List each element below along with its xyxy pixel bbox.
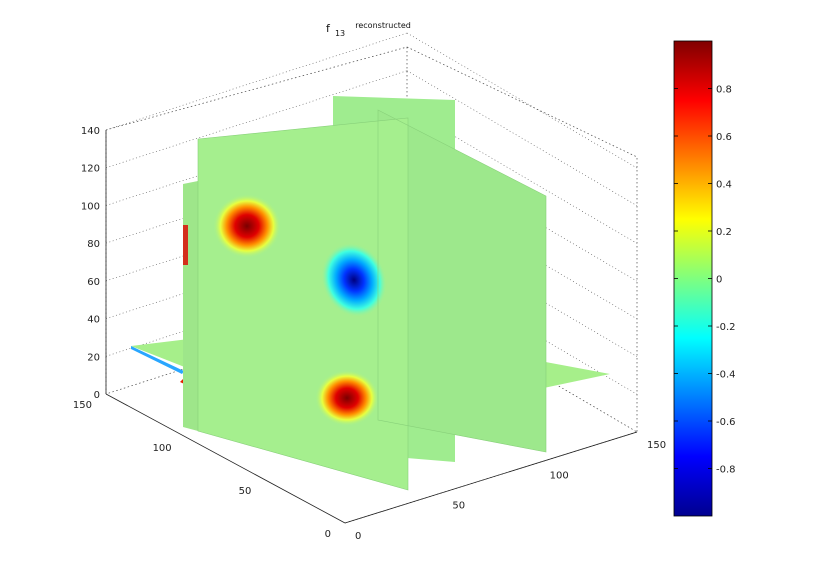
- floor-axes: [105, 130, 638, 524]
- z-tick-label: 60: [87, 277, 100, 288]
- colorbar-tick-label: 0.2: [716, 227, 732, 238]
- y-slice-plane-right: [378, 110, 546, 452]
- x-slice-plane-front: [183, 181, 198, 431]
- colorbar-tick-label: 0.8: [716, 85, 732, 96]
- colorbar-tick-label: -0.4: [716, 370, 736, 381]
- z-tick-label: 80: [87, 239, 100, 250]
- colorbar-tick-label: 0: [716, 275, 722, 286]
- z-tick-label: 140: [81, 126, 100, 137]
- z-tick-label: 100: [81, 201, 100, 212]
- colorbar-tick-label: 0.4: [716, 180, 732, 191]
- x-tick-label: 50: [239, 486, 252, 497]
- colorbar-tick-label: -0.2: [716, 322, 736, 333]
- volume-slices: [131, 96, 610, 491]
- feature-negative-peak-center: [321, 242, 387, 318]
- y-tick-label: 50: [452, 501, 465, 512]
- x-axis-line: [105, 393, 346, 524]
- colorbar-tick-label: -0.8: [716, 465, 736, 476]
- z-gridline: [406, 70, 638, 206]
- y-axis-ticks: 0 50 100 150: [355, 440, 666, 542]
- colorbar-tick-label: 0.6: [716, 132, 732, 143]
- z-gridline: [105, 32, 408, 131]
- y-axis-line: [344, 431, 638, 524]
- z-tick-label: 120: [81, 164, 100, 175]
- y-tick-label: 100: [550, 470, 569, 481]
- colorbar-fill: [674, 41, 712, 516]
- x-axis-ticks: 0 50 100 150: [73, 400, 331, 540]
- z-gridline: [406, 108, 638, 244]
- y-tick-label: 0: [355, 531, 361, 542]
- z-tick-label: 0: [94, 390, 100, 401]
- feature-edge-strip: [183, 225, 188, 265]
- x-tick-label: 150: [73, 400, 92, 411]
- x-tick-label: 0: [325, 529, 331, 540]
- feature-positive-peak-upper: [213, 194, 281, 258]
- chart-title: f 13 reconstructed: [326, 17, 411, 40]
- colorbar: 0.8 0.6 0.4 0.2 0 -0.2 -0.4 -0.6 -0.8: [673, 40, 736, 517]
- colorbar-ticks: 0.8 0.6 0.4 0.2 0 -0.2 -0.4 -0.6 -0.8: [674, 85, 736, 476]
- z-tick-label: 20: [87, 352, 100, 363]
- z-gridline: [406, 32, 638, 169]
- back-wall-right: [406, 46, 638, 432]
- colorbar-tick-label: -0.6: [716, 417, 736, 428]
- x-tick-label: 100: [153, 443, 172, 454]
- y-tick-label: 150: [647, 440, 666, 451]
- feature-positive-peak-lower: [315, 370, 379, 426]
- z-gridline: [105, 70, 408, 168]
- z-tick-label: 40: [87, 315, 100, 326]
- z-axis-ticks: 0 20 40 60 80 100 120 140: [81, 126, 100, 401]
